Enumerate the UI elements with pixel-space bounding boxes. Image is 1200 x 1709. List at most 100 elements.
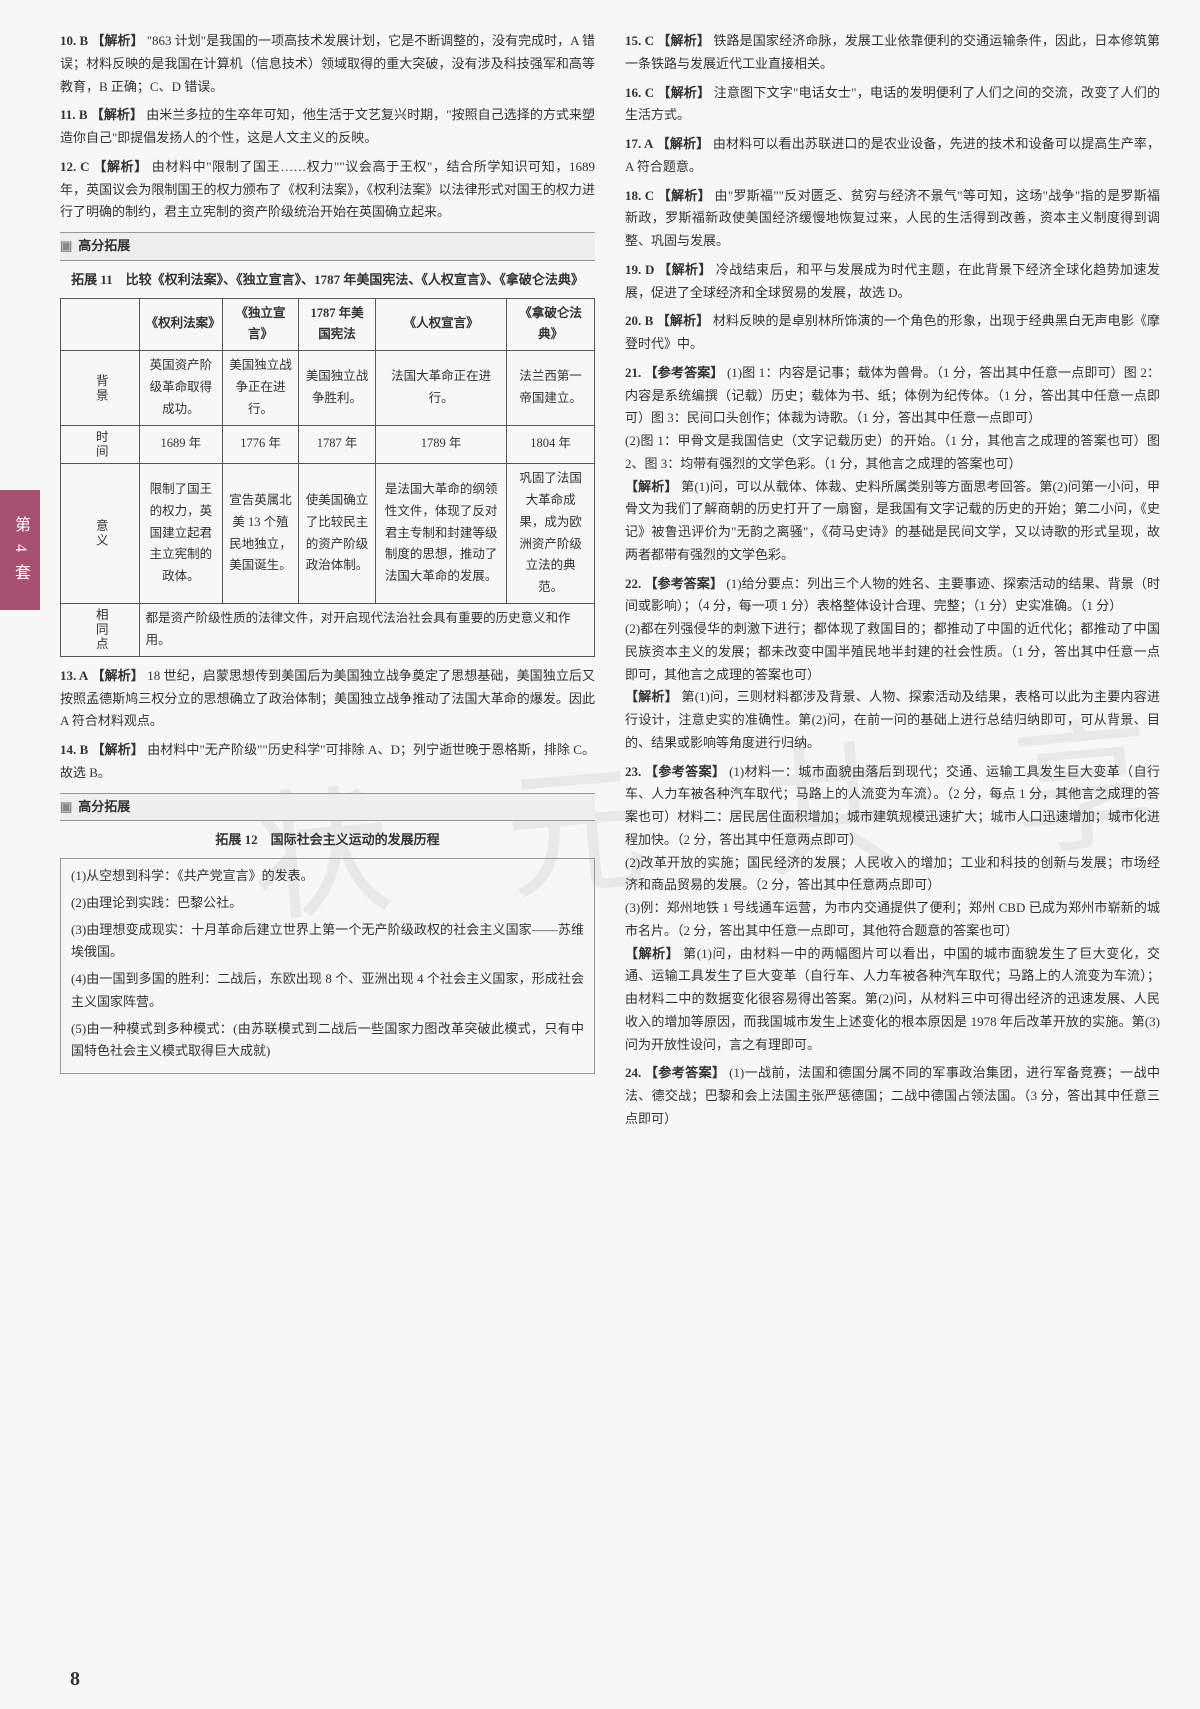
table-row-time: 时间 1689 年 1776 年 1787 年 1789 年 1804 年 (61, 425, 595, 463)
item-15: 15. C 【解析】 铁路是国家经济命脉，发展工业依靠便利的交通运输条件，因此，… (625, 30, 1160, 76)
num-14: 14. B (60, 742, 88, 757)
item-19: 19. D 【解析】 冷战结束后，和平与发展成为时代主题，在此背景下经济全球化趋… (625, 259, 1160, 305)
list-item-1: (1)从空想到科学：《共产党宣言》的发表。 (71, 865, 584, 888)
cell-s-3: 使美国确立了比较民主的资产阶级政治体制。 (299, 463, 376, 603)
page: 10. B 【解析】 "863 计划"是我国的一项高技术发展计划，它是不断调整的… (0, 0, 1200, 1157)
rowhead-bg: 背景 (61, 351, 140, 426)
num-23: 23. (625, 764, 641, 779)
section-header-2: 高分拓展 (60, 793, 595, 822)
cell-bg-4: 法国大革命正在进行。 (376, 351, 507, 426)
cell-s-1: 限制了国王的权力，英国建立起君主立宪制的政体。 (139, 463, 222, 603)
text-21-p2: (2)图 1：甲骨文是我国信史（文字记载历史）的开始。（1 分，其他言之成理的答… (625, 430, 1160, 476)
num-22: 22. (625, 576, 641, 591)
tag-12: 【解析】 (93, 159, 147, 174)
text-21-p3: 【解析】 第(1)问，可以从载体、体裁、史料所属类别等方面思考回答。第(2)问第… (625, 476, 1160, 567)
cell-t-5: 1804 年 (507, 425, 595, 463)
item-20: 20. B 【解析】 材料反映的是卓别林所饰演的一个角色的形象，出现于经典黑白无… (625, 310, 1160, 356)
tag-16: 【解析】 (658, 85, 711, 100)
item-14: 14. B 【解析】 由材料中"无产阶级""历史科学"可排除 A、D；列宁逝世晚… (60, 739, 595, 785)
cell-t-4: 1789 年 (376, 425, 507, 463)
list-item-4: (4)由一国到多国的胜利：二战后，东欧出现 8 个、亚洲出现 4 个社会主义国家… (71, 968, 584, 1014)
cell-bg-3: 美国独立战争胜利。 (299, 351, 376, 426)
table-header-row: 《权利法案》 《独立宣言》 1787 年美国宪法 《人权宣言》 《拿破仑法典》 (61, 298, 595, 351)
item-12: 12. C 【解析】 由材料中"限制了国王……权力""议会高于王权"，结合所学知… (60, 156, 595, 224)
cell-bg-2: 美国独立战争正在进行。 (223, 351, 299, 426)
num-10: 10. B (60, 33, 88, 48)
th-4: 《人权宣言》 (376, 298, 507, 351)
item-10: 10. B 【解析】 "863 计划"是我国的一项高技术发展计划，它是不断调整的… (60, 30, 595, 98)
th-blank (61, 298, 140, 351)
num-17: 17. A (625, 136, 653, 151)
num-21: 21. (625, 365, 641, 380)
tag-17: 【解析】 (657, 136, 710, 151)
table-row-same: 相同点 都是资产阶级性质的法律文件，对开启现代法治社会具有重要的历史意义和作用。 (61, 604, 595, 657)
num-11: 11. B (60, 107, 88, 122)
cell-t-2: 1776 年 (223, 425, 299, 463)
text-23-p4t: 第(1)问，由材料一中的两幅图片可以看出，中国的城市面貌发生了巨大变化，交通、运… (625, 946, 1160, 1052)
item-18: 18. C 【解析】 由"罗斯福""反对匮乏、贫穷与经济不景气"等可知，这场"战… (625, 185, 1160, 253)
cell-t-1: 1689 年 (139, 425, 222, 463)
expansion-12-title: 拓展 12 国际社会主义运动的发展历程 (60, 829, 595, 852)
item-13: 13. A 【解析】 18 世纪，启蒙思想传到美国后为美国独立战争奠定了思想基础… (60, 665, 595, 733)
tag-21: 【参考答案】 (645, 365, 724, 380)
tag-21-jx: 【解析】 (625, 479, 678, 494)
tag-14: 【解析】 (92, 742, 144, 757)
cell-s-5: 巩固了法国大革命成果，成为欧洲资产阶级立法的典范。 (507, 463, 595, 603)
item-23: 23. 【参考答案】 (1)材料一：城市面貌由落后到现代；交通、运输工具发生巨大… (625, 761, 1160, 1057)
tag-20: 【解析】 (657, 313, 710, 328)
text-23-p4: 【解析】 第(1)问，由材料一中的两幅图片可以看出，中国的城市面貌发生了巨大变化… (625, 943, 1160, 1057)
tag-22-jx: 【解析】 (625, 689, 678, 704)
page-number: 8 (70, 1662, 80, 1697)
item-24: 24. 【参考答案】 (1)一战前，法国和德国分属不同的军事政治集团，进行军备竞… (625, 1062, 1160, 1130)
tag-23: 【参考答案】 (645, 764, 725, 779)
left-column: 10. B 【解析】 "863 计划"是我国的一项高技术发展计划，它是不断调整的… (60, 30, 595, 1137)
tag-13: 【解析】 (92, 668, 144, 683)
th-3: 1787 年美国宪法 (299, 298, 376, 351)
tag-19: 【解析】 (658, 262, 712, 277)
comparison-table: 《权利法案》 《独立宣言》 1787 年美国宪法 《人权宣言》 《拿破仑法典》 … (60, 298, 595, 657)
cell-s-2: 宣告英属北美 13 个殖民地独立，美国诞生。 (223, 463, 299, 603)
num-12: 12. C (60, 159, 90, 174)
rowhead-time: 时间 (61, 425, 140, 463)
rowhead-sig: 意义 (61, 463, 140, 603)
expansion-11-title: 拓展 11 比较《权利法案》、《独立宣言》、1787 年美国宪法、《人权宣言》、… (60, 269, 595, 292)
list-item-5: (5)由一种模式到多种模式：(由苏联模式到二战后一些国家力图改革突破此模式，只有… (71, 1018, 584, 1064)
num-20: 20. B (625, 313, 653, 328)
cell-s-4: 是法国大革命的纲领性文件，体现了反对君主专制和封建等级制度的思想，推动了法国大革… (376, 463, 507, 603)
item-22: 22. 【参考答案】 (1)给分要点：列出三个人物的姓名、主要事迹、探索活动的结… (625, 573, 1160, 755)
section-1-label: 高分拓展 (78, 235, 130, 258)
item-21: 21. 【参考答案】 (1)图 1：内容是记事；载体为兽骨。（1 分，答出其中任… (625, 362, 1160, 567)
th-5: 《拿破仑法典》 (507, 298, 595, 351)
tag-10: 【解析】 (91, 33, 143, 48)
text-23-p2: (2)改革开放的实施；国民经济的发展；人民收入的增加；工业和科技的创新与发展；市… (625, 852, 1160, 898)
num-24: 24. (625, 1065, 641, 1080)
section-2-label: 高分拓展 (78, 796, 130, 819)
cell-bg-5: 法兰西第一帝国建立。 (507, 351, 595, 426)
cell-same: 都是资产阶级性质的法律文件，对开启现代法治社会具有重要的历史意义和作用。 (139, 604, 594, 657)
list-item-3: (3)由理想变成现实：十月革命后建立世界上第一个无产阶级政权的社会主义国家——苏… (71, 919, 584, 965)
tag-18: 【解析】 (658, 188, 711, 203)
num-18: 18. C (625, 188, 654, 203)
text-22-p3t: 第(1)问，三则材料都涉及背景、人物、探索活动及结果，表格可以此为主要内容进行设… (625, 689, 1160, 750)
rowhead-same: 相同点 (61, 604, 140, 657)
item-16: 16. C 【解析】 注意图下文字"电话女士"，电话的发明便利了人们之间的交流，… (625, 82, 1160, 128)
expansion-12-list: (1)从空想到科学：《共产党宣言》的发表。 (2)由理论到实践：巴黎公社。 (3… (60, 858, 595, 1074)
num-13: 13. A (60, 668, 88, 683)
tag-15: 【解析】 (657, 33, 710, 48)
num-19: 19. D (625, 262, 654, 277)
th-2: 《独立宣言》 (223, 298, 299, 351)
num-16: 16. C (625, 85, 654, 100)
th-1: 《权利法案》 (139, 298, 222, 351)
cell-t-3: 1787 年 (299, 425, 376, 463)
tag-11: 【解析】 (91, 107, 143, 122)
cell-bg-1: 英国资产阶级革命取得成功。 (139, 351, 222, 426)
list-item-2: (2)由理论到实践：巴黎公社。 (71, 892, 584, 915)
tag-24: 【参考答案】 (645, 1065, 725, 1080)
tag-23-jx: 【解析】 (625, 946, 679, 961)
section-header-1: 高分拓展 (60, 232, 595, 261)
tag-22: 【参考答案】 (645, 576, 723, 591)
text-22-p3: 【解析】 第(1)问，三则材料都涉及背景、人物、探索活动及结果，表格可以此为主要… (625, 686, 1160, 754)
text-21-p3t: 第(1)问，可以从载体、体裁、史料所属类别等方面思考回答。第(2)问第一小问，甲… (625, 479, 1160, 562)
table-row-sig: 意义 限制了国王的权力，英国建立起君主立宪制的政体。 宣告英属北美 13 个殖民… (61, 463, 595, 603)
text-23-p3: (3)例：郑州地铁 1 号线通车运营，为市内交通提供了便利；郑州 CBD 已成为… (625, 897, 1160, 943)
